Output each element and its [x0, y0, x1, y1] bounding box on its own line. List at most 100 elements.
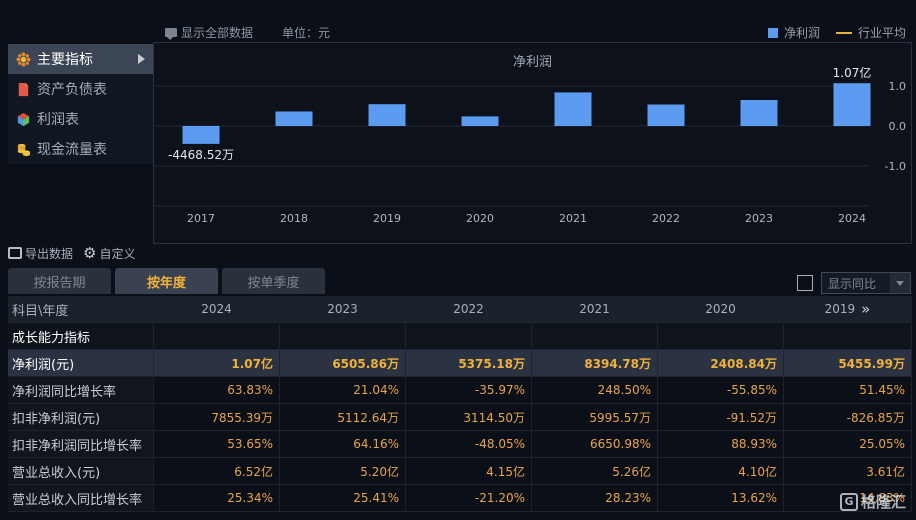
- data-label-2024: 1.07亿: [833, 65, 872, 80]
- empty-cell: [532, 323, 658, 349]
- data-label-2017: -4468.52万: [168, 148, 234, 162]
- bar-2017[interactable]: [182, 126, 220, 144]
- chat-bubble-icon: [165, 28, 177, 40]
- legend-net-profit-label[interactable]: 净利润: [783, 26, 820, 40]
- empty-cell: [658, 323, 784, 349]
- value-cell: 3114.50万: [406, 404, 532, 430]
- bar-2018[interactable]: [275, 111, 313, 126]
- yoy-select[interactable]: 显示同比: [821, 272, 911, 294]
- value-cell: 14.83%: [784, 485, 912, 511]
- caret-right-icon: [138, 54, 145, 64]
- row-label: 净利润(元): [8, 350, 154, 376]
- legend-net-profit-swatch: [767, 27, 778, 38]
- chart-legend: 净利润 行业平均: [767, 24, 906, 41]
- table-row[interactable]: 净利润同比增长率 63.83% 21.04% -35.97% 248.50% -55.85…: [8, 377, 912, 404]
- row-label: 扣非净利润(元): [8, 404, 154, 430]
- indicator-menu: 主要指标 资产负债表 利润表: [8, 44, 153, 164]
- table-row[interactable]: 扣非净利润(元) 7855.39万 5112.64万 3114.50万 5995.57万…: [8, 404, 912, 431]
- unit-label: 单位：元: [282, 26, 331, 40]
- value-cell: 5.26亿: [532, 458, 658, 484]
- header-year: 2019: [824, 302, 856, 316]
- net-profit-chart-panel: 净利润 1.0 0.0 -1.0 2017 2018 2019 2020 2021 2022 20…: [153, 42, 912, 244]
- show-all-label: 显示全部数据: [181, 26, 254, 40]
- y-tick-label: -1.0: [885, 160, 906, 173]
- value-cell: 5995.57万: [532, 404, 658, 430]
- bar-2024[interactable]: [833, 83, 871, 126]
- header-year-last: 2019 »: [784, 296, 912, 322]
- value-cell: 7855.39万: [154, 404, 280, 430]
- x-tick-label: 2021: [559, 212, 587, 225]
- table-row[interactable]: 营业总收入(元) 6.52亿 5.20亿 4.15亿 5.26亿 4.10亿 3.61亿: [8, 458, 912, 485]
- chevron-down-icon[interactable]: [890, 273, 910, 293]
- coins-icon: [17, 143, 31, 156]
- row-label: 营业总收入(元): [8, 458, 154, 484]
- tab-by-quarter[interactable]: 按单季度: [222, 268, 325, 294]
- tab-by-year[interactable]: 按年度: [115, 268, 218, 294]
- x-tick-label: 2017: [187, 212, 215, 225]
- tools-row: 导出数据 ⚙ 自定义: [8, 244, 135, 262]
- value-cell: -48.05%: [406, 431, 532, 457]
- menu-item-balance-sheet[interactable]: 资产负债表: [8, 74, 153, 104]
- value-cell: 6505.86万: [280, 350, 406, 376]
- table-row[interactable]: 营业总收入同比增长率 25.34% 25.41% -21.20% 28.23% 13.62…: [8, 485, 912, 512]
- y-tick-label: 0.0: [889, 120, 907, 133]
- value-cell: 5455.99万: [784, 350, 912, 376]
- empty-cell: [154, 323, 280, 349]
- header-label: 科目\年度: [8, 296, 154, 322]
- empty-cell: [280, 323, 406, 349]
- value-cell: 28.23%: [532, 485, 658, 511]
- value-cell: 5375.18万: [406, 350, 532, 376]
- legend-industry-avg-label[interactable]: 行业平均: [857, 26, 906, 40]
- yoy-checkbox[interactable]: [797, 275, 813, 291]
- bar-2020[interactable]: [461, 116, 499, 126]
- value-cell: 8394.78万: [532, 350, 658, 376]
- row-label: 营业总收入同比增长率: [8, 485, 154, 511]
- value-cell: 25.41%: [280, 485, 406, 511]
- show-all-data-toggle[interactable]: 显示全部数据: [165, 24, 253, 41]
- table-row[interactable]: 扣非净利润同比增长率 53.65% 64.16% -48.05% 6650.98% 88.…: [8, 431, 912, 458]
- x-tick-label: 2019: [373, 212, 401, 225]
- header-year: 2023: [280, 296, 406, 322]
- document-icon: [18, 82, 29, 96]
- watermark-text: 格隆汇: [860, 493, 906, 511]
- value-cell: 51.45%: [784, 377, 912, 403]
- value-cell: 248.50%: [532, 377, 658, 403]
- bar-2019[interactable]: [368, 104, 406, 126]
- table-row[interactable]: 净利润(元) 1.07亿 6505.86万 5375.18万 8394.78万 2408.…: [8, 350, 912, 377]
- value-cell: 6650.98%: [532, 431, 658, 457]
- value-cell: 5112.64万: [280, 404, 406, 430]
- value-cell: 4.15亿: [406, 458, 532, 484]
- x-tick-label: 2020: [466, 212, 494, 225]
- brand-logo-icon: G: [839, 492, 858, 511]
- y-tick-label: 1.0: [889, 80, 907, 93]
- header-year: 2021: [532, 296, 658, 322]
- value-cell: 6.52亿: [154, 458, 280, 484]
- bar-2023[interactable]: [740, 99, 778, 126]
- row-label: 净利润同比增长率: [8, 377, 154, 403]
- value-cell: -35.97%: [406, 377, 532, 403]
- section-label: 成长能力指标: [8, 323, 154, 349]
- period-tabs: 按报告期 按年度 按单季度: [8, 268, 325, 294]
- customize-label: 自定义: [99, 246, 136, 261]
- double-chevron-right-icon[interactable]: »: [861, 300, 871, 318]
- flower-icon: [16, 51, 31, 67]
- export-data-button[interactable]: 导出数据: [8, 245, 73, 262]
- menu-item-main-indicators[interactable]: 主要指标: [8, 44, 153, 74]
- menu-item-cash-flow[interactable]: 现金流量表: [8, 134, 153, 164]
- empty-cell: [784, 323, 912, 349]
- yoy-controls: 显示同比: [797, 272, 911, 294]
- bar-2021[interactable]: [554, 92, 592, 126]
- table-header-row: 科目\年度 2024 2023 2022 2021 2020 2019 »: [8, 296, 912, 323]
- value-cell: -91.52万: [658, 404, 784, 430]
- bar-2022[interactable]: [647, 104, 685, 127]
- value-cell: 2408.84万: [658, 350, 784, 376]
- gear-icon: ⚙: [83, 243, 97, 262]
- menu-item-income-statement[interactable]: 利润表: [8, 104, 153, 134]
- empty-cell: [406, 323, 532, 349]
- tab-by-report-period[interactable]: 按报告期: [8, 268, 111, 294]
- value-cell: 25.05%: [784, 431, 912, 457]
- customize-button[interactable]: ⚙ 自定义: [83, 245, 135, 262]
- x-tick-label: 2024: [838, 212, 866, 225]
- watermark: G 格隆汇: [839, 491, 906, 512]
